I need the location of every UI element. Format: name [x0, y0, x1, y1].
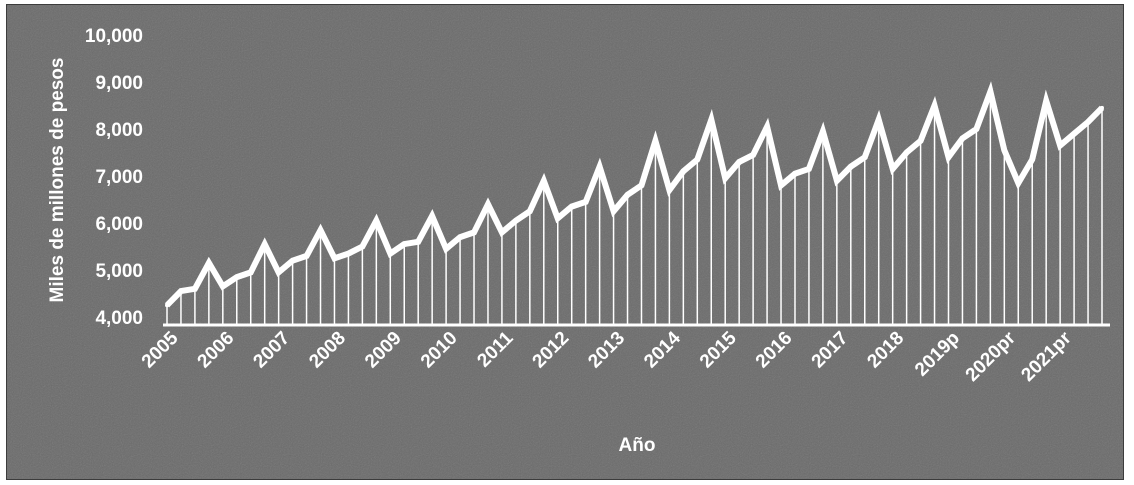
- data-point: [304, 253, 309, 258]
- data-point: [834, 178, 839, 183]
- data-point: [583, 199, 588, 204]
- data-point: [792, 171, 797, 176]
- x-axis-title: Año: [619, 435, 656, 456]
- data-point: [848, 164, 853, 169]
- y-tick-label: 4,000: [95, 308, 143, 329]
- data-point: [541, 178, 546, 183]
- data-point: [820, 129, 825, 134]
- data-point: [402, 242, 407, 247]
- data-point: [667, 188, 672, 193]
- data-point: [290, 258, 295, 263]
- data-point: [1030, 157, 1035, 162]
- data-point: [513, 218, 518, 223]
- y-tick-label: 6,000: [95, 214, 143, 235]
- series-line: [164, 81, 1105, 308]
- data-point: [458, 235, 463, 240]
- data-point: [1100, 105, 1104, 110]
- data-point: [569, 204, 574, 209]
- data-point: [178, 289, 183, 294]
- data-point: [639, 183, 644, 188]
- drop-lines: [166, 91, 1103, 325]
- y-tick-label: 9,000: [95, 73, 143, 94]
- data-point: [388, 251, 393, 256]
- data-point: [332, 256, 337, 261]
- chart-frame: 4,000 5,000 6,000 7,000 8,000 9,000 10,000 200…: [6, 4, 1124, 480]
- data-point: [1058, 143, 1063, 148]
- data-point: [918, 138, 923, 143]
- data-point: [1072, 131, 1077, 136]
- data-point: [751, 152, 756, 157]
- y-axis: 4,000 5,000 6,000 7,000 8,000 9,000 10,000: [85, 26, 143, 329]
- data-point: [695, 157, 700, 162]
- data-point: [890, 166, 895, 171]
- y-tick-label: 5,000: [95, 261, 143, 282]
- data-point: [1044, 98, 1049, 103]
- background-texture: [7, 5, 1123, 479]
- data-point: [806, 166, 811, 171]
- data-point: [709, 117, 714, 122]
- y-axis-title: Miles de millones de pesos: [47, 58, 68, 303]
- data-point: [946, 155, 951, 160]
- data-point: [737, 159, 742, 164]
- data-point: [276, 270, 281, 275]
- data-point: [681, 169, 686, 174]
- data-point: [374, 218, 379, 223]
- data-point: [527, 209, 532, 214]
- data-point: [248, 270, 253, 275]
- data-point: [1002, 148, 1007, 153]
- data-point: [625, 192, 630, 197]
- data-point: [960, 136, 965, 141]
- y-tick-label: 8,000: [95, 120, 143, 141]
- data-point: [206, 260, 211, 265]
- data-point: [988, 89, 993, 94]
- data-point: [220, 284, 225, 289]
- data-point: [499, 230, 504, 235]
- data-point: [1016, 181, 1021, 186]
- data-point: [416, 239, 421, 244]
- data-point: [234, 275, 239, 280]
- data-point: [430, 213, 435, 218]
- data-point: [779, 183, 784, 188]
- data-point: [485, 202, 490, 207]
- data-point: [611, 209, 616, 214]
- data-point: [346, 251, 351, 256]
- data-point: [192, 286, 197, 291]
- data-point: [1086, 119, 1091, 124]
- data-point: [472, 230, 477, 235]
- series-line-group: [164, 81, 1105, 308]
- data-point: [862, 155, 867, 160]
- data-point: [360, 244, 365, 249]
- data-point: [904, 150, 909, 155]
- y-tick-label: 7,000: [95, 167, 143, 188]
- data-point: [974, 127, 979, 131]
- data-point: [555, 216, 560, 221]
- data-point: [318, 228, 323, 233]
- y-tick-label: 10,000: [85, 26, 143, 47]
- data-point: [653, 138, 658, 143]
- data-point: [876, 117, 881, 122]
- data-point: [597, 164, 602, 169]
- data-point: [444, 246, 449, 251]
- data-point: [723, 176, 728, 181]
- data-point: [932, 103, 937, 108]
- data-point: [262, 242, 267, 247]
- data-point: [165, 303, 169, 308]
- data-point: [765, 124, 770, 129]
